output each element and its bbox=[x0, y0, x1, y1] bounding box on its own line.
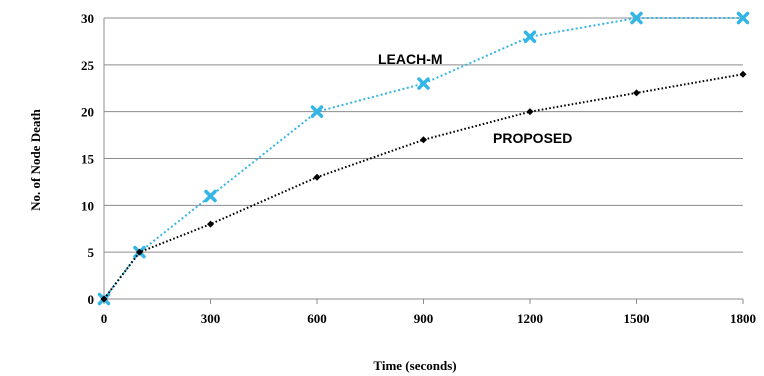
data-point-stroke bbox=[204, 189, 217, 203]
series-label-leach-m: LEACH-M bbox=[378, 51, 443, 67]
y-tick-label-10: 10 bbox=[81, 198, 94, 213]
x-tick-label-300: 300 bbox=[201, 311, 221, 326]
y-tick-label-5: 5 bbox=[88, 245, 95, 260]
data-point-leach-m-1800 bbox=[736, 11, 750, 25]
y-axis-label: No. of Node Death bbox=[28, 108, 43, 211]
data-point-proposed-1200 bbox=[526, 108, 534, 116]
y-tick-labels: 0 5 10 15 20 25 30 bbox=[81, 11, 95, 307]
data-point-leach-m-300 bbox=[204, 189, 217, 203]
data-point-leach-m-600 bbox=[310, 105, 324, 118]
series-label-proposed: PROPOSED bbox=[493, 130, 572, 146]
x-tick-label-1800: 1800 bbox=[730, 311, 756, 326]
axes bbox=[103, 18, 744, 304]
data-point-proposed-1500 bbox=[633, 89, 640, 97]
data-point-leach-m-1200 bbox=[523, 30, 537, 43]
data-point-proposed-100 bbox=[136, 248, 143, 256]
data-point-stroke bbox=[310, 105, 324, 118]
y-tick-label-30: 30 bbox=[81, 11, 94, 26]
data-point-stroke bbox=[630, 11, 643, 25]
data-point-proposed-1800 bbox=[739, 70, 747, 78]
y-tick-label-20: 20 bbox=[81, 105, 94, 120]
x-tick-labels: 0 300 600 900 1200 1500 1800 bbox=[101, 311, 756, 326]
x-tick-label-900: 900 bbox=[414, 311, 434, 326]
x-tick-label-600: 600 bbox=[307, 311, 327, 326]
series-line-leach-m bbox=[103, 17, 743, 300]
data-point-proposed-0 bbox=[100, 295, 108, 303]
series-line-proposed bbox=[103, 73, 744, 300]
data-point-proposed-300 bbox=[207, 220, 214, 228]
x-axis-label: Time (seconds) bbox=[373, 358, 456, 373]
y-tick-label-25: 25 bbox=[81, 58, 95, 73]
x-tick-label-1500: 1500 bbox=[624, 311, 650, 326]
data-point-leach-m-900 bbox=[417, 77, 430, 90]
data-point-proposed-600 bbox=[313, 173, 321, 181]
data-point-stroke bbox=[736, 11, 750, 25]
data-point-stroke bbox=[417, 77, 430, 90]
x-tick-label-0: 0 bbox=[101, 311, 108, 326]
data-point-proposed-900 bbox=[420, 136, 427, 144]
series-group bbox=[97, 11, 750, 306]
grid-lines bbox=[104, 17, 743, 253]
x-tick-label-1200: 1200 bbox=[517, 311, 543, 326]
y-tick-label-15: 15 bbox=[81, 152, 95, 167]
y-tick-label-0: 0 bbox=[88, 292, 95, 307]
data-point-stroke bbox=[523, 30, 537, 43]
data-point-leach-m-1500 bbox=[630, 11, 643, 25]
